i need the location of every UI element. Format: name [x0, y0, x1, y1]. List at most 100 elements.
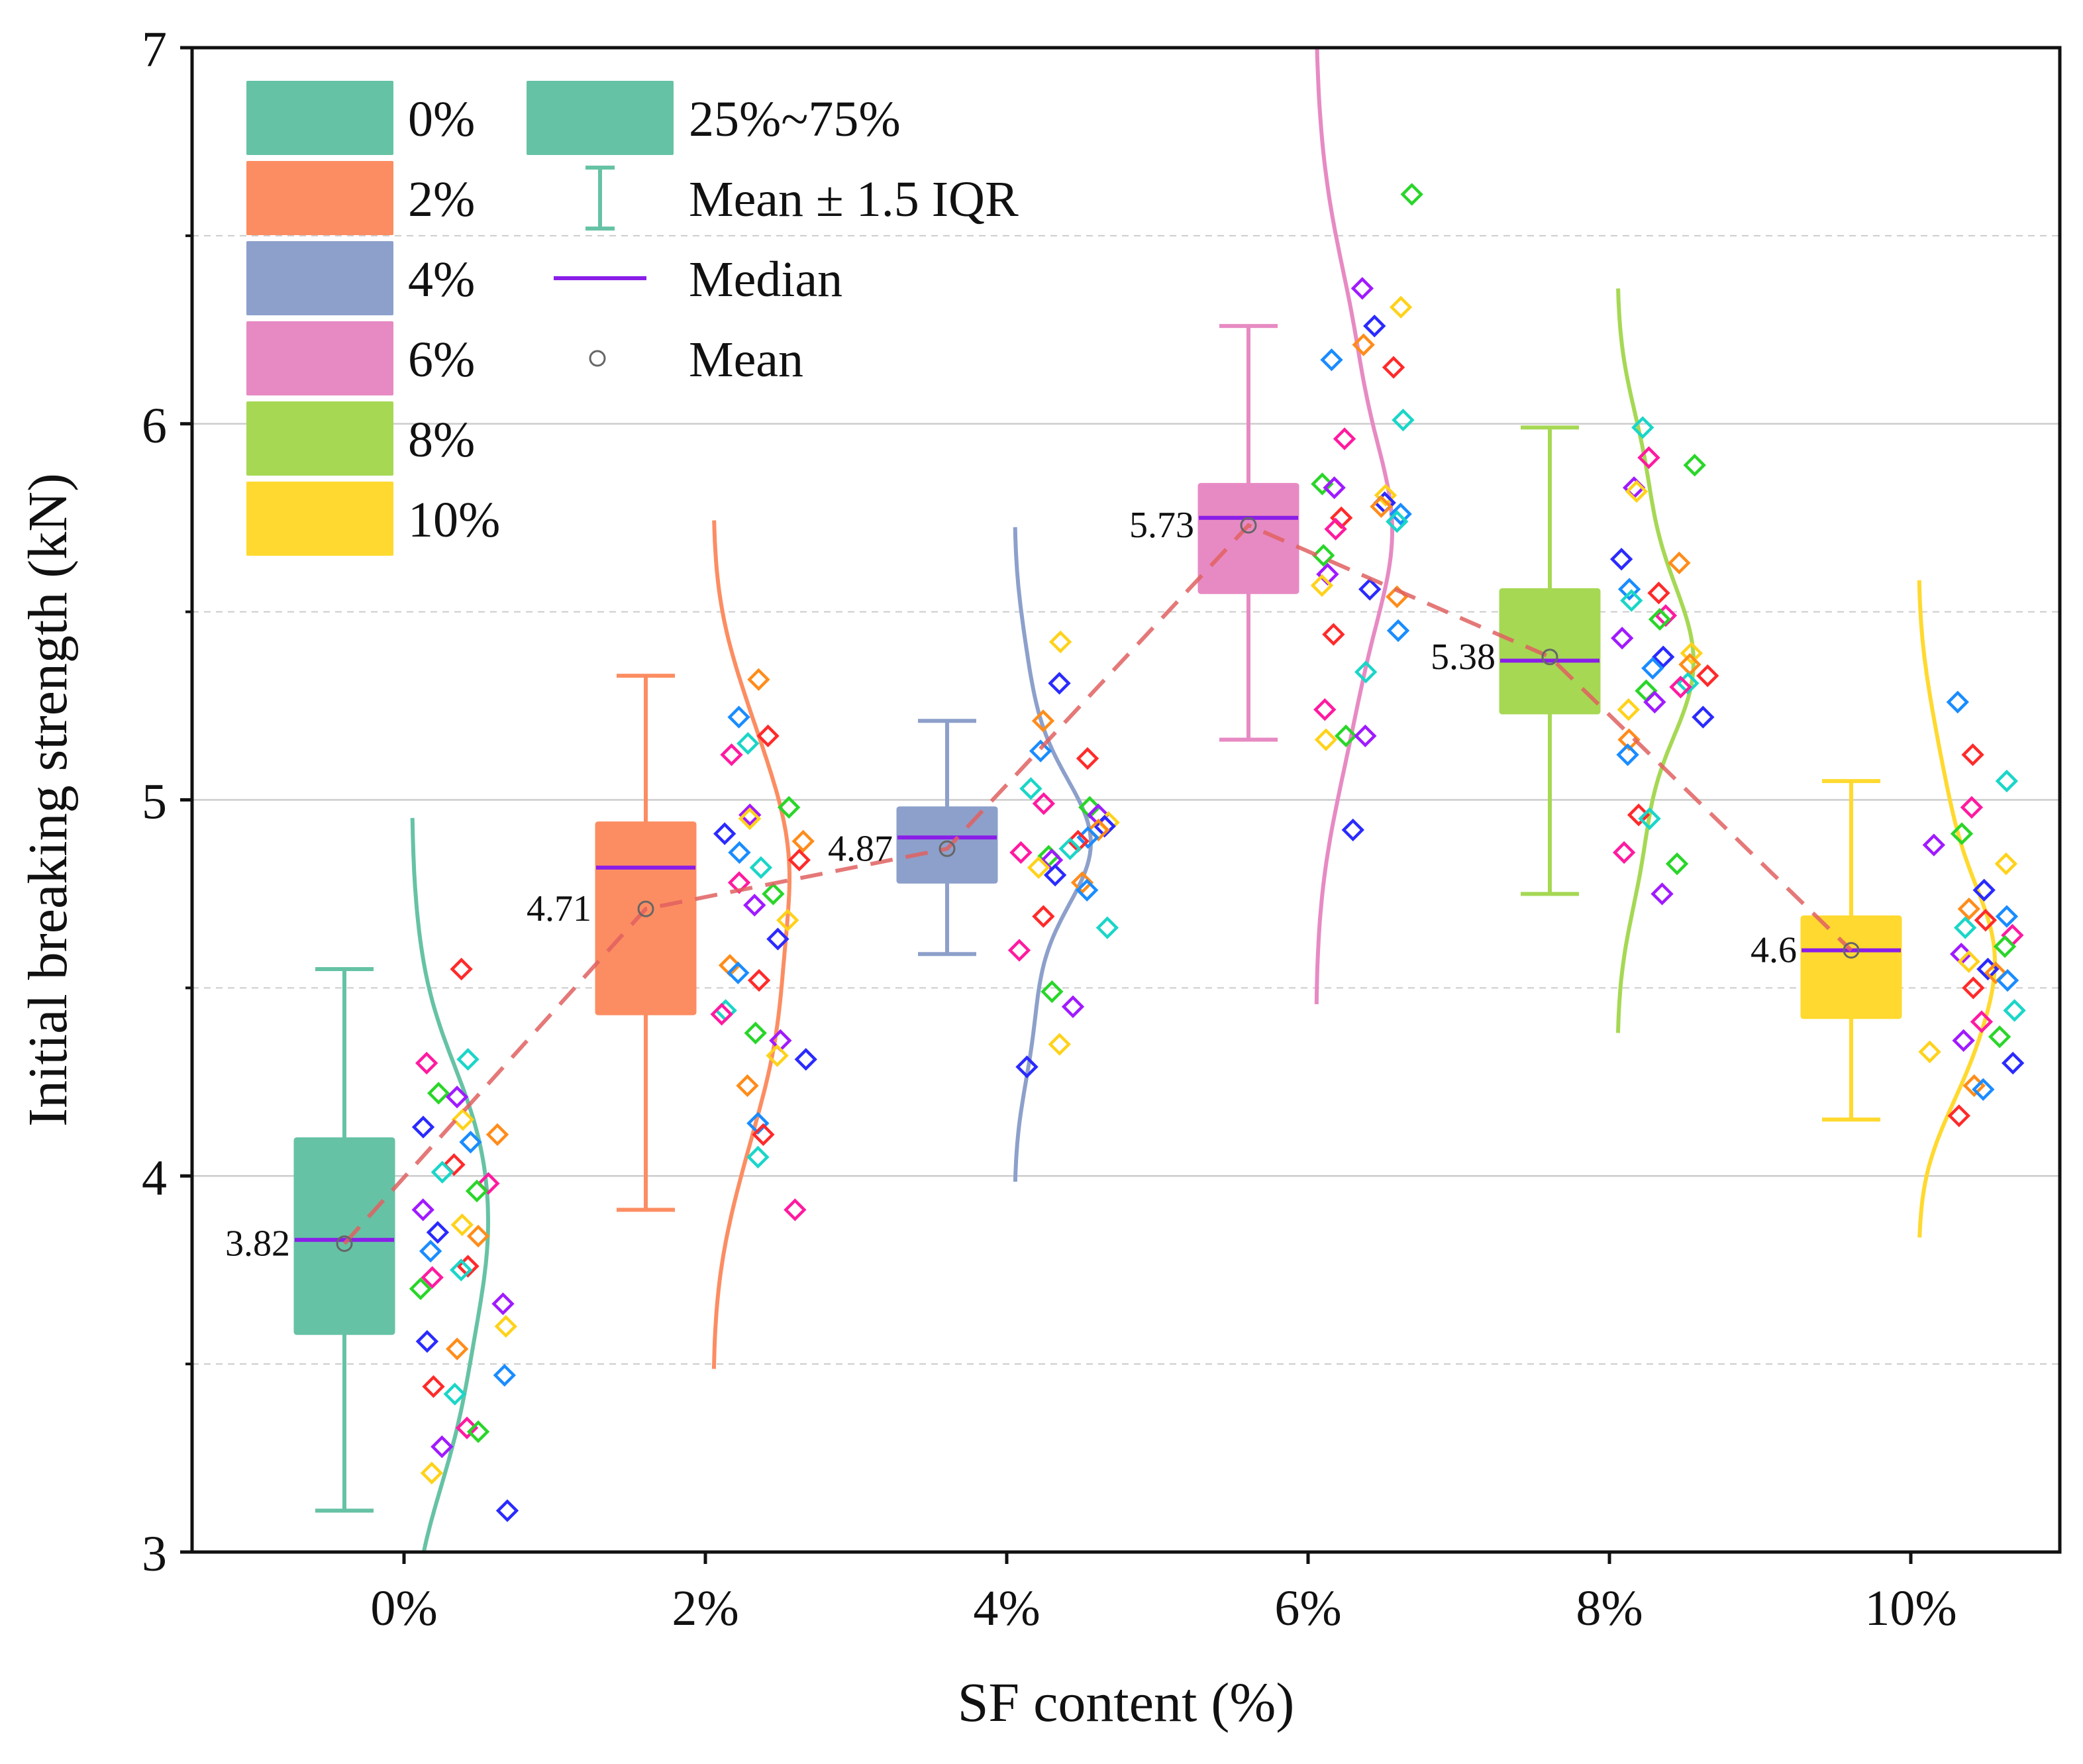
data-point: [1960, 796, 1984, 819]
legend-median-label: Median: [689, 252, 842, 307]
data-point: [1647, 582, 1670, 605]
data-point: [1382, 356, 1405, 379]
data-point: [2001, 923, 2024, 947]
data-point: [1620, 589, 1643, 612]
data-point: [1029, 739, 1052, 762]
data-point: [1334, 724, 1358, 748]
data-point: [747, 968, 771, 992]
data-point: [1668, 551, 1691, 574]
y-tick-label: 7: [142, 22, 167, 78]
data-point: [1952, 1029, 1975, 1053]
data-point: [431, 1435, 454, 1459]
data-point: [787, 849, 811, 872]
data-point: [1061, 995, 1085, 1018]
data-point: [1946, 690, 1969, 714]
data-point: [1972, 878, 1996, 902]
data-point: [459, 1130, 482, 1154]
data-point: [1996, 968, 2019, 992]
data-point: [1616, 743, 1639, 766]
data-point: [431, 1161, 454, 1184]
data-point: [1665, 852, 1689, 876]
series-0%: [293, 817, 519, 1553]
legend-mean-label: Mean: [689, 332, 803, 388]
data-point: [1678, 652, 1702, 676]
box: [595, 821, 697, 1015]
legend-label-10%: 10%: [408, 492, 500, 548]
data-point: [477, 1172, 500, 1195]
data-point: [1048, 630, 1072, 654]
mean-marker: [939, 840, 956, 857]
data-point: [1352, 333, 1375, 356]
mean-value-label: 5.73: [1129, 505, 1194, 546]
data-point: [1692, 705, 1715, 729]
data-point: [1637, 446, 1660, 470]
data-point: [411, 1115, 435, 1139]
x-tick-label: 8%: [1576, 1581, 1643, 1636]
mean-marker: [336, 1235, 353, 1252]
data-point: [737, 732, 760, 755]
data-point: [1984, 961, 2007, 984]
data-point: [446, 1337, 469, 1361]
data-point: [422, 1375, 445, 1398]
data-point: [778, 796, 801, 819]
legend-swatch-8%: [246, 401, 393, 476]
data-point: [1652, 645, 1675, 668]
data-point: [1617, 578, 1641, 601]
density-curve: [1917, 580, 1998, 1238]
data-point: [427, 1082, 450, 1105]
legend-label-4%: 4%: [408, 252, 475, 307]
x-tick-label: 0%: [370, 1581, 437, 1636]
data-point: [1389, 295, 1413, 319]
data-point: [747, 668, 770, 692]
density-curve: [410, 817, 491, 1553]
legend-box-label: 25%~75%: [689, 91, 901, 147]
legend-swatch-4%: [246, 241, 393, 315]
mean-marker: [1843, 942, 1860, 959]
plot-area: 3.82 4.71 4.87 5.73 5.38 4.6: [225, 47, 2026, 1553]
data-point: [1048, 1033, 1071, 1056]
data-point: [1341, 818, 1364, 842]
data-point: [1641, 656, 1664, 680]
data-point: [1638, 807, 1661, 831]
data-point: [744, 1021, 767, 1045]
data-point: [1993, 935, 2017, 959]
data-point: [415, 1051, 438, 1075]
series-6%: [1197, 47, 1423, 1004]
data-point: [1354, 724, 1377, 748]
data-point: [2001, 1051, 2025, 1075]
y-tick-label: 5: [142, 774, 167, 830]
data-point: [1320, 348, 1343, 372]
mean-marker: [1541, 649, 1558, 666]
data-point: [445, 1085, 469, 1109]
data-point: [491, 1292, 515, 1316]
data-point: [776, 908, 799, 932]
data-point: [1386, 510, 1409, 533]
data-point: [465, 1179, 489, 1203]
data-point: [1610, 627, 1634, 650]
data-point: [1962, 1074, 1986, 1098]
data-point: [1043, 863, 1067, 887]
data-point: [1635, 679, 1658, 703]
legend-label-6%: 6%: [408, 332, 475, 388]
legend-swatch-6%: [246, 321, 393, 395]
data-point: [1995, 769, 2019, 793]
data-point: [450, 1259, 473, 1282]
data-point: [1994, 852, 2018, 876]
data-point: [1095, 916, 1119, 939]
data-point: [1324, 517, 1347, 541]
data-point: [495, 1499, 519, 1522]
data-point: [1648, 607, 1672, 631]
data-point: [451, 1108, 475, 1131]
data-point: [713, 822, 737, 845]
data-point: [1093, 815, 1116, 838]
x-tick-label: 2%: [672, 1581, 738, 1636]
box: [1800, 915, 1902, 1019]
data-point: [1922, 833, 1946, 856]
data-point: [728, 841, 751, 864]
data-point: [762, 882, 785, 906]
mean-value-label: 3.82: [225, 1223, 290, 1264]
x-tick-label: 6%: [1274, 1581, 1341, 1636]
data-point: [1019, 777, 1042, 800]
data-point: [1374, 484, 1397, 507]
data-point: [1617, 728, 1641, 751]
